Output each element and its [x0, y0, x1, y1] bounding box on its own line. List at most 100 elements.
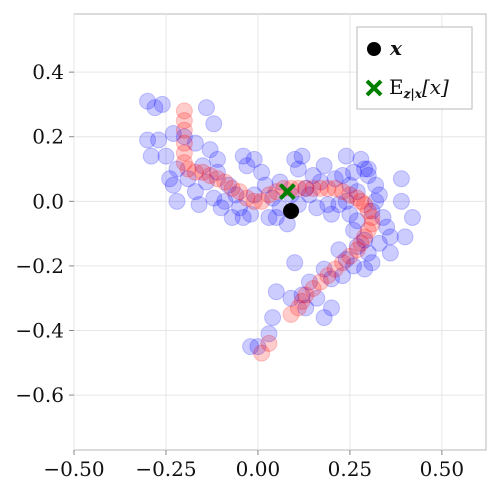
red-point [359, 221, 377, 239]
red-point [186, 163, 204, 181]
blue-point [157, 147, 175, 165]
blue-point [267, 283, 285, 301]
red-point [175, 134, 193, 152]
blue-point [308, 199, 326, 217]
blue-point [330, 196, 348, 214]
blue-point [363, 202, 381, 220]
red-point [341, 247, 359, 265]
blue-point [370, 186, 388, 204]
blue-point [326, 170, 344, 188]
blue-point [341, 205, 359, 223]
x-tick-label: −0.25 [135, 457, 196, 481]
blue-point [297, 299, 315, 317]
blue-point [164, 176, 182, 194]
red-point [356, 228, 374, 246]
blue-point [197, 173, 215, 191]
blue-point [186, 134, 204, 152]
blue-point [345, 257, 363, 275]
red-point [334, 183, 352, 201]
red-point [245, 192, 263, 210]
blue-point [300, 273, 318, 291]
red-point [319, 267, 337, 285]
blue-point [345, 221, 363, 239]
blue-point [359, 160, 377, 178]
red-point [363, 215, 381, 233]
legend-x-label: x [389, 36, 403, 60]
legend-expectation-marker [365, 79, 383, 97]
red-point [297, 179, 315, 197]
blue-point [142, 147, 160, 165]
highlight-markers [278, 183, 300, 220]
red-point [293, 292, 311, 310]
blue-point [249, 338, 267, 356]
red-point [319, 179, 337, 197]
red-point [359, 202, 377, 220]
blue-point [359, 244, 377, 262]
blue-point [300, 186, 318, 204]
blue-point [260, 208, 278, 226]
blue-point [334, 267, 352, 285]
blue-point [319, 196, 337, 214]
blue-point [256, 176, 274, 194]
blue-point [253, 163, 271, 181]
red-point [260, 186, 278, 204]
blue-point [197, 99, 215, 117]
blue-point [352, 150, 370, 168]
blue-point [330, 241, 348, 259]
blue-point [311, 173, 329, 191]
blue-point [139, 131, 157, 149]
y-axis: −0.6 −0.4 −0.2 0.0 0.2 0.4 [15, 60, 74, 407]
blue-point [223, 208, 241, 226]
y-tick-label: −0.6 [15, 383, 64, 407]
blue-point [370, 234, 388, 252]
blue-point [381, 244, 399, 262]
blue-point [403, 208, 421, 226]
blue-point [245, 150, 263, 168]
blue-point [374, 208, 392, 226]
blue-point [208, 150, 226, 168]
blue-point [234, 147, 252, 165]
red-point [175, 102, 193, 120]
blue-point [201, 141, 219, 159]
blue-point [267, 208, 285, 226]
blue-point [304, 166, 322, 184]
red-point [352, 192, 370, 210]
legend-expectation-symbol: E [389, 75, 404, 99]
blue-point [153, 95, 171, 113]
blue-point [139, 92, 157, 110]
blue-point [359, 166, 377, 184]
red-point [297, 286, 315, 304]
blue-point [234, 208, 252, 226]
blue-point [186, 183, 204, 201]
blue-point [356, 260, 374, 278]
legend-box [356, 26, 473, 110]
blue-point [348, 183, 366, 201]
red-point [216, 173, 234, 191]
red-point [348, 189, 366, 207]
legend-expectation-label: Ez|x[x] [389, 75, 449, 101]
blue-point [315, 157, 333, 175]
red-point [348, 241, 366, 259]
blue-point [381, 228, 399, 246]
blue-point [392, 192, 410, 210]
blue-point [289, 160, 307, 178]
red-point [253, 344, 271, 362]
red-point [238, 189, 256, 207]
legend-expectation-suffix: [x] [422, 75, 449, 99]
y-tick-label: 0.2 [32, 125, 64, 149]
red-series [175, 102, 381, 362]
blue-point [341, 176, 359, 194]
blue-point [220, 176, 237, 194]
red-point [194, 163, 212, 181]
red-point [311, 179, 329, 197]
blue-point [323, 205, 340, 223]
x-tick-label: 0.50 [420, 457, 465, 481]
x-tick-label: −0.50 [43, 457, 104, 481]
blue-point [334, 166, 352, 184]
blue-point [378, 218, 396, 236]
blue-point [293, 147, 311, 165]
red-point [356, 196, 374, 214]
blue-point [208, 163, 226, 181]
red-point [282, 305, 300, 323]
